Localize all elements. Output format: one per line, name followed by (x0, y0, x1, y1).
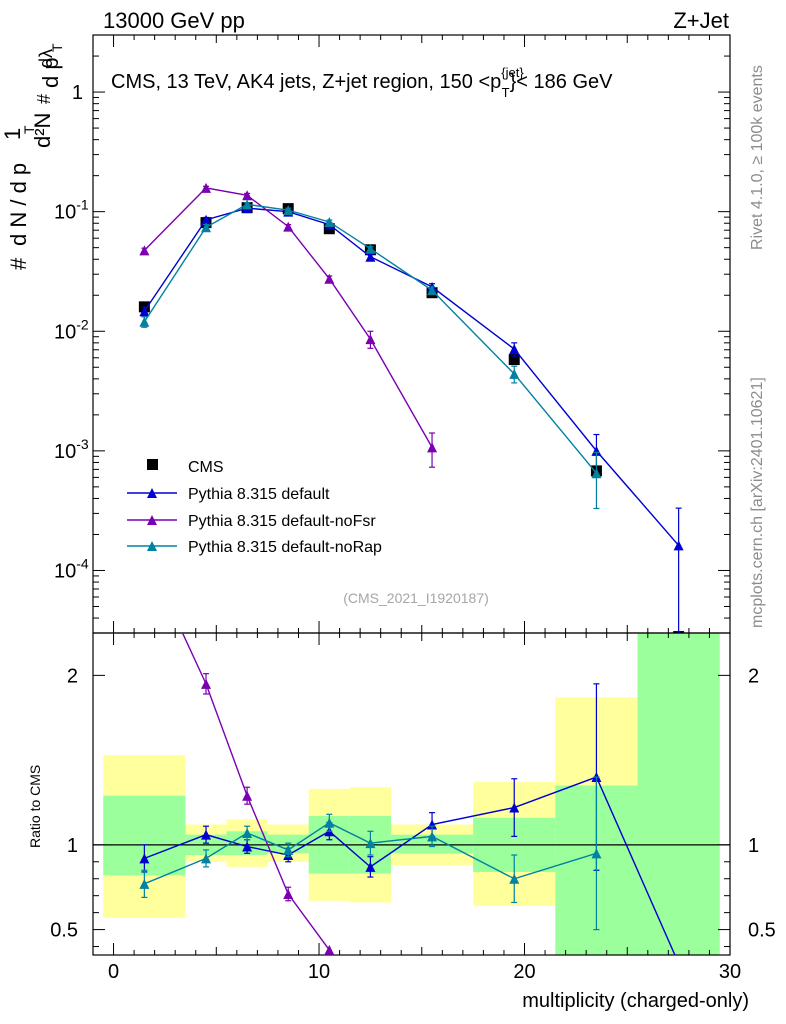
ratio-ylabel: Ratio to CMS (27, 765, 43, 848)
svg-text:d²N: d²N (30, 113, 55, 148)
point-pythia-8-315-default-norap (509, 368, 520, 379)
point-pythia-8-315-default-norap (591, 468, 602, 479)
ratio-ytick-label-right: 0.5 (748, 920, 776, 942)
main-ticks: 10-4 10-3 10-2 10-1 1 (54, 34, 731, 634)
svg-text:dλ: dλ (36, 49, 56, 68)
point-pythia-8-315-default-norap (283, 205, 294, 216)
legend-label-default: Pythia 8.315 default (188, 486, 330, 503)
ratio-ytick-label: 0.5 (50, 920, 78, 942)
ratio-point-pythia-8-315-default-norap (509, 873, 520, 884)
ratio-point-pythia-8-315-default (365, 861, 376, 872)
svg-text:d N / d p: d N / d p (6, 163, 31, 246)
xtick-label: 20 (513, 961, 535, 983)
legend-label-nofsr: Pythia 8.315 default-noFsr (188, 513, 376, 530)
mcplots-label: mcplots.cern.ch [arXiv:2401.10621] (749, 377, 766, 628)
ratio-point-pythia-8-315-default (139, 853, 150, 864)
point-pythia-8-315-default-nofsr (139, 245, 150, 256)
ratio-ytick-label: 1 (67, 835, 78, 857)
ratio-point-pythia-8-315-default-norap (427, 831, 438, 842)
ratio-line-pythia-8-315-default (144, 776, 676, 955)
svg-text:1: 1 (0, 128, 25, 140)
point-pythia-8-315-default-nofsr (242, 190, 253, 201)
point-pythia-8-315-default (139, 306, 150, 317)
header-left: 13000 GeV pp (103, 8, 245, 33)
ratio-point-pythia-8-315-default-norap (365, 838, 376, 849)
xtick-label: 0 (108, 961, 119, 983)
ratio-point-pythia-8-315-default-norap (139, 878, 150, 889)
point-cms (508, 354, 520, 366)
ratio-frame (92, 632, 731, 956)
main-ytick-label: 10-1 (54, 197, 89, 224)
ratio-ytick-label: 2 (67, 665, 78, 687)
main-ylabel: # d N / d p T 1 d²N # d p T dλ (0, 43, 65, 270)
legend-label-norap: Pythia 8.315 default-noRap (188, 539, 382, 556)
point-pythia-8-315-default-norap (427, 285, 438, 296)
svg-text:T: T (21, 125, 37, 134)
ratio-ytick-label-right: 1 (748, 835, 759, 857)
point-pythia-8-315-default (591, 445, 602, 456)
point-pythia-8-315-default-nofsr (365, 334, 376, 345)
legend: CMS Pythia 8.315 default Pythia 8.315 de… (127, 459, 382, 556)
x-axis-label: multiplicity (charged-only) (522, 990, 749, 1012)
ratio-point-pythia-8-315-default-nofsr (324, 944, 335, 955)
main-series (138, 182, 685, 633)
ratio-point-pythia-8-315-default-nofsr (201, 678, 212, 689)
ratio-point-pythia-8-315-default (242, 841, 253, 852)
point-pythia-8-315-default-nofsr (283, 221, 294, 232)
ratio-band-inner (637, 633, 720, 955)
ratio-point-pythia-8-315-default-norap (283, 844, 294, 855)
ratio-point-pythia-8-315-default-nofsr (283, 888, 294, 899)
xtick-label: 30 (719, 961, 741, 983)
header-right: Z+Jet (673, 8, 729, 33)
plot-title: CMS, 13 TeV, AK4 jets, Z+jet region, 150… (111, 65, 613, 100)
point-pythia-8-315-default-norap (139, 316, 150, 327)
legend-marker-default (147, 488, 157, 498)
ratio-bands (103, 633, 720, 955)
point-pythia-8-315-default-nofsr (324, 273, 335, 284)
svg-text:#: # (34, 94, 54, 104)
ratio-series (139, 633, 676, 955)
xtick-label: 10 (308, 961, 330, 983)
ratio-point-pythia-8-315-default-norap (591, 848, 602, 859)
ratio-point-pythia-8-315-default-norap (201, 853, 212, 864)
analysis-watermark: (CMS_2021_I1920187) (343, 590, 489, 606)
ratio-point-pythia-8-315-default (427, 819, 438, 830)
main-ytick-label: 10-3 (54, 436, 89, 463)
ratio-point-pythia-8-315-default-norap (242, 827, 253, 838)
legend-marker-cms (147, 459, 158, 470)
svg-text:d p: d p (38, 57, 63, 88)
main-ytick-label: 1 (72, 82, 83, 104)
ratio-point-pythia-8-315-default (201, 829, 212, 840)
svg-text:#: # (6, 257, 31, 270)
rivet-label: Rivet 4.1.0, ≥ 100k events (749, 65, 766, 250)
legend-label-cms: CMS (188, 459, 224, 476)
point-pythia-8-315-default-norap (365, 243, 376, 254)
main-ytick-label: 10-4 (54, 555, 89, 582)
point-pythia-8-315-default (509, 344, 520, 355)
point-pythia-8-315-default-nofsr (427, 442, 438, 453)
svg-text:T: T (49, 43, 65, 52)
point-pythia-8-315-default-nofsr (201, 182, 212, 193)
point-pythia-8-315-default (201, 214, 212, 225)
legend-marker-norap (147, 541, 157, 551)
legend-marker-nofsr (147, 515, 157, 525)
series-line-pythia-8-315-default (143, 207, 680, 546)
ratio-point-pythia-8-315-default (509, 802, 520, 813)
ratio-point-pythia-8-315-default-nofsr (242, 790, 253, 801)
point-pythia-8-315-default (673, 540, 684, 551)
ratio-point-pythia-8-315-default-norap (324, 817, 335, 828)
point-pythia-8-315-default-norap (201, 222, 212, 233)
ratio-ytick-label-right: 2 (748, 665, 759, 687)
point-pythia-8-315-default-norap (242, 199, 253, 210)
point-pythia-8-315-default (365, 251, 376, 262)
point-pythia-8-315-default-norap (324, 216, 335, 227)
main-ytick-label: 10-2 (54, 316, 89, 343)
